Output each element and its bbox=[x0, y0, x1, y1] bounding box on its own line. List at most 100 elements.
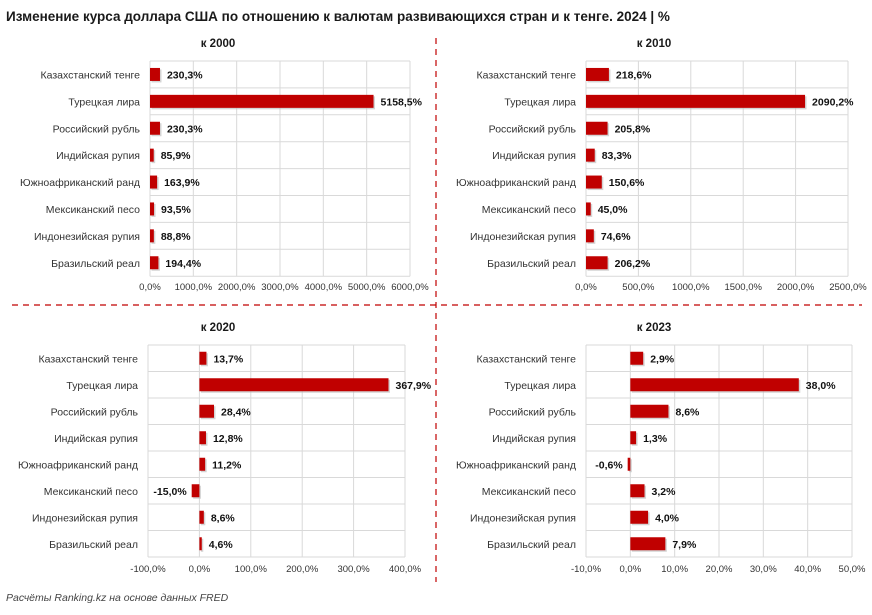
bar bbox=[586, 229, 594, 243]
x-tick-label: 2000,0% bbox=[218, 282, 256, 293]
data-label: 194,4% bbox=[165, 258, 201, 270]
data-label: 45,0% bbox=[598, 204, 628, 216]
bar bbox=[586, 148, 595, 162]
category-label: Индийская рупия bbox=[492, 433, 576, 445]
x-tick-label: 0,0% bbox=[189, 564, 211, 575]
x-tick-label: 500,0% bbox=[622, 282, 655, 293]
panel-title: к 2020 bbox=[201, 322, 236, 334]
category-label: Южноафриканский ранд bbox=[456, 177, 576, 189]
bar bbox=[199, 510, 204, 524]
bar bbox=[627, 457, 631, 471]
data-label: 2090,2% bbox=[812, 96, 854, 108]
data-label: 11,2% bbox=[212, 459, 242, 471]
panel-title: к 2000 bbox=[201, 38, 236, 50]
x-tick-label: 1000,0% bbox=[672, 282, 710, 293]
bar bbox=[586, 256, 608, 270]
x-tick-label: 4000,0% bbox=[305, 282, 343, 293]
category-label: Мексиканский песо bbox=[46, 204, 140, 216]
data-label: -15,0% bbox=[153, 486, 187, 498]
x-tick-label: 40,0% bbox=[794, 564, 821, 575]
data-label: 7,9% bbox=[672, 539, 697, 551]
category-label: Южноафриканский ранд bbox=[456, 459, 576, 471]
category-label: Бразильский реал bbox=[487, 539, 576, 551]
bar bbox=[586, 94, 806, 108]
x-tick-label: 300,0% bbox=[337, 564, 370, 575]
data-label: 4,0% bbox=[655, 512, 680, 524]
bar bbox=[199, 378, 389, 392]
category-label: Индонезийская рупия bbox=[470, 231, 576, 243]
bar bbox=[630, 537, 666, 551]
bar bbox=[199, 404, 214, 418]
data-label: 88,8% bbox=[161, 231, 191, 243]
data-label: 205,8% bbox=[615, 123, 651, 135]
bar bbox=[150, 67, 160, 81]
bar-shadow bbox=[629, 459, 632, 473]
category-label: Турецкая лира bbox=[68, 96, 140, 108]
category-label: Индийская рупия bbox=[56, 150, 140, 162]
category-label: Индийская рупия bbox=[54, 433, 138, 445]
bar bbox=[150, 175, 158, 189]
bar bbox=[586, 175, 602, 189]
bar bbox=[630, 510, 649, 524]
data-label: 12,8% bbox=[213, 433, 243, 445]
bar bbox=[630, 484, 645, 498]
bar bbox=[586, 202, 591, 216]
data-label: 230,3% bbox=[167, 123, 203, 135]
x-tick-label: 1000,0% bbox=[175, 282, 213, 293]
bar bbox=[150, 256, 159, 270]
category-label: Индонезийская рупия bbox=[470, 512, 576, 524]
data-label: 8,6% bbox=[211, 512, 236, 524]
data-label: 206,2% bbox=[615, 258, 651, 270]
data-label: 8,6% bbox=[675, 406, 700, 418]
bar bbox=[150, 121, 160, 135]
category-label: Бразильский реал bbox=[487, 258, 576, 270]
bar-shadow bbox=[200, 538, 204, 552]
category-label: Мексиканский песо bbox=[482, 204, 576, 216]
x-tick-label: 30,0% bbox=[750, 564, 777, 575]
source-note: Расчёты Ranking.kz на основе данных FRED bbox=[6, 592, 229, 604]
data-label: 163,9% bbox=[164, 177, 200, 189]
category-label: Южноафриканский ранд bbox=[18, 459, 138, 471]
data-label: 83,3% bbox=[602, 150, 632, 162]
data-label: 367,9% bbox=[396, 380, 432, 392]
x-tick-label: 0,0% bbox=[575, 282, 597, 293]
data-label: 4,6% bbox=[209, 539, 234, 551]
x-tick-label: 100,0% bbox=[235, 564, 268, 575]
category-label: Российский рубль bbox=[51, 406, 139, 418]
x-tick-label: 0,0% bbox=[139, 282, 161, 293]
chart-title: Изменение курса доллара США по отношению… bbox=[6, 9, 670, 24]
bar bbox=[630, 431, 637, 445]
bar bbox=[586, 67, 609, 81]
panel-title: к 2023 bbox=[637, 322, 672, 334]
category-label: Казахстанский тенге bbox=[477, 353, 577, 365]
data-label: 13,7% bbox=[213, 353, 243, 365]
bar bbox=[199, 351, 207, 365]
category-label: Бразильский реал bbox=[51, 258, 140, 270]
x-tick-label: 20,0% bbox=[706, 564, 733, 575]
category-label: Мексиканский песо bbox=[44, 486, 138, 498]
x-tick-label: 400,0% bbox=[389, 564, 422, 575]
data-label: 218,6% bbox=[616, 69, 652, 81]
panel-title: к 2010 bbox=[637, 38, 672, 50]
x-tick-label: 6000,0% bbox=[391, 282, 429, 293]
data-label: 38,0% bbox=[806, 380, 836, 392]
x-tick-label: 10,0% bbox=[661, 564, 688, 575]
x-tick-label: 200,0% bbox=[286, 564, 319, 575]
x-tick-label: 1500,0% bbox=[724, 282, 762, 293]
data-label: 230,3% bbox=[167, 69, 203, 81]
category-label: Индийская рупия bbox=[492, 150, 576, 162]
category-label: Казахстанский тенге bbox=[39, 353, 139, 365]
data-label: 150,6% bbox=[609, 177, 645, 189]
bar bbox=[586, 121, 608, 135]
bar bbox=[199, 537, 202, 551]
category-label: Мексиканский песо bbox=[482, 486, 576, 498]
data-label: 5158,5% bbox=[381, 96, 423, 108]
bar bbox=[199, 457, 206, 471]
x-tick-label: 5000,0% bbox=[348, 282, 386, 293]
data-label: 2,9% bbox=[650, 353, 675, 365]
category-label: Российский рубль bbox=[489, 123, 577, 135]
data-label: 74,6% bbox=[601, 231, 631, 243]
bar bbox=[150, 148, 154, 162]
x-tick-label: 2500,0% bbox=[829, 282, 867, 293]
